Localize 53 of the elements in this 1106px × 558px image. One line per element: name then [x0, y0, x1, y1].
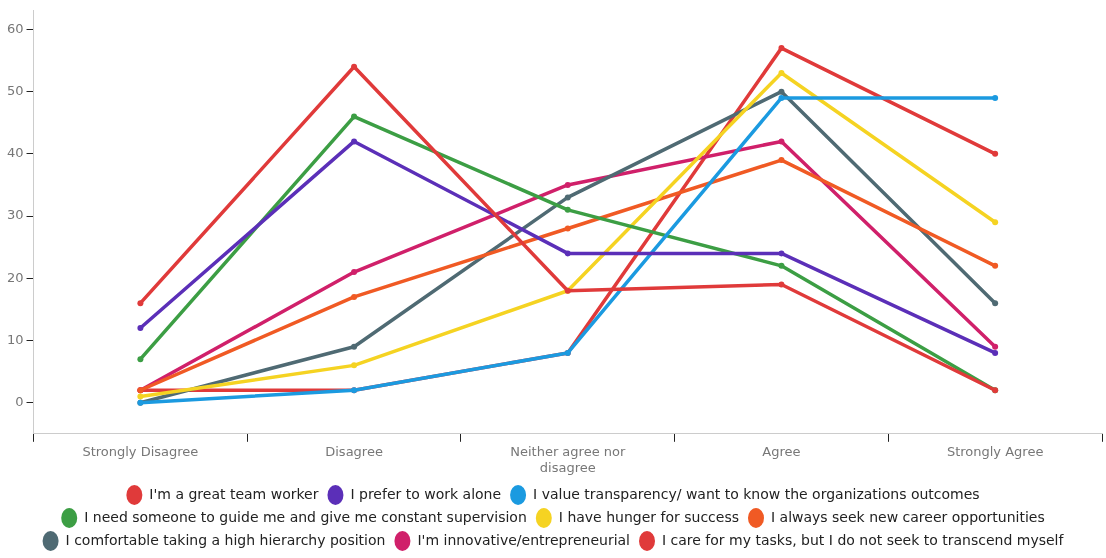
point — [992, 262, 999, 269]
x-tick-label: Neither agree nor disagree — [510, 443, 626, 475]
y-tick-label: 50 — [7, 83, 24, 99]
point — [992, 300, 999, 307]
point — [137, 300, 144, 307]
y-tick-label: 40 — [7, 145, 24, 161]
point — [137, 356, 144, 363]
point — [778, 88, 785, 95]
point — [564, 181, 571, 188]
point — [992, 94, 999, 101]
y-tick-label: 30 — [7, 207, 24, 223]
x-tick-label: Strongly Agree — [946, 443, 1044, 459]
point — [778, 281, 785, 288]
point — [992, 219, 999, 226]
point — [564, 250, 571, 257]
point — [351, 362, 358, 369]
point — [351, 343, 358, 350]
point — [992, 343, 999, 350]
point — [992, 349, 999, 356]
point — [778, 70, 785, 77]
point — [351, 113, 358, 120]
point — [351, 138, 358, 145]
y-tick-label: 20 — [7, 269, 24, 285]
point — [137, 393, 144, 400]
legend-label: I comfortable taking a high hierarchy position — [65, 531, 386, 548]
x-tick-label: Agree — [762, 443, 801, 459]
legend-label: I value transparency/ want to know the organizations outcomes — [533, 485, 980, 502]
point — [564, 206, 571, 213]
point — [137, 325, 144, 332]
point — [351, 293, 358, 300]
point — [778, 94, 785, 101]
point — [564, 194, 571, 201]
legend-label: I'm innovative/entrepreneurial — [417, 531, 631, 548]
legend-label: I care for my tasks, but I do not seek to transcend myself — [662, 531, 1065, 548]
point — [351, 269, 358, 276]
point — [778, 262, 785, 269]
legend-label: I have hunger for success — [558, 508, 739, 525]
point — [778, 45, 785, 52]
x-tick-label: Disagree — [325, 443, 383, 459]
point — [351, 63, 358, 70]
legend-label: I need someone to guide me and give me constant supervision — [84, 508, 527, 525]
point — [992, 150, 999, 157]
x-tick-label: Strongly Disagree — [82, 443, 199, 459]
legend-label: I'm a great team worker — [149, 485, 319, 502]
legend-label: I prefer to work alone — [350, 485, 502, 502]
point — [564, 225, 571, 232]
y-tick-label: 60 — [7, 20, 24, 36]
y-tick-label: 0 — [15, 394, 24, 410]
y-tick-label: 10 — [7, 331, 24, 347]
point — [778, 157, 785, 164]
point — [778, 138, 785, 145]
legend-label: I always seek new career opportunities — [770, 508, 1045, 525]
point — [778, 250, 785, 257]
